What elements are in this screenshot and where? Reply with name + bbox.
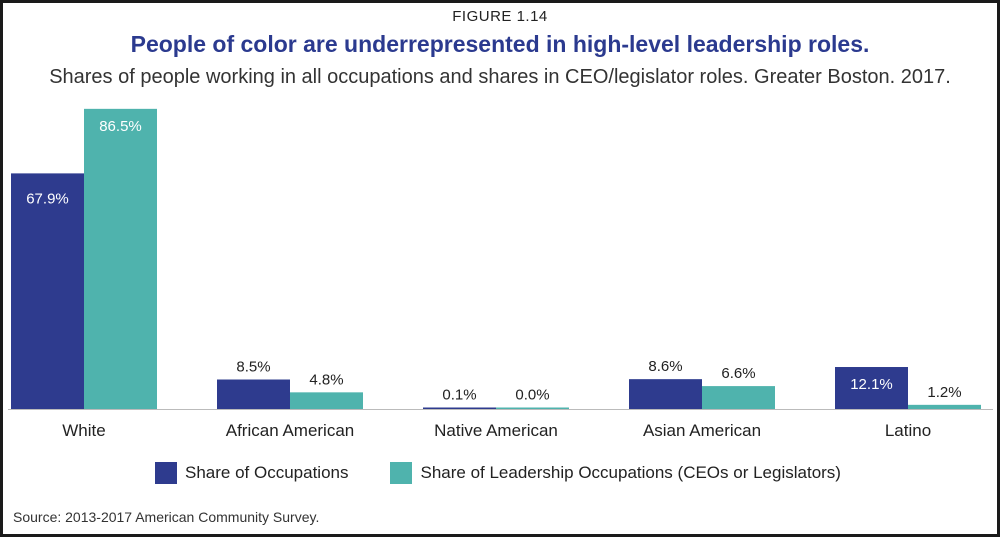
data-label-asian-american-series-1: 6.6% <box>721 365 755 382</box>
chart-subtitle: Shares of people working in all occupati… <box>49 66 951 88</box>
bar-latino-series-0 <box>835 367 908 409</box>
data-label-latino-series-0: 12.1% <box>850 376 893 393</box>
category-label-african-american: African American <box>226 421 355 440</box>
data-label-white-series-1: 86.5% <box>99 118 142 135</box>
category-label-latino: Latino <box>885 421 931 440</box>
bar-asian-american-series-1 <box>702 386 775 409</box>
category-label-white: White <box>62 421 105 440</box>
bar-white-series-0 <box>11 173 84 409</box>
data-label-native-american-series-0: 0.1% <box>442 387 476 404</box>
legend: Share of Occupations Share of Leadership… <box>155 461 883 485</box>
legend-item-leadership: Share of Leadership Occupations (CEOs or… <box>390 462 841 484</box>
legend-swatch-occupations <box>155 462 177 484</box>
bar-native-american-series-1 <box>496 407 569 409</box>
data-label-native-american-series-1: 0.0% <box>515 387 549 404</box>
data-label-white-series-0: 67.9% <box>26 190 69 207</box>
bar-native-american-series-0 <box>423 407 496 409</box>
bar-african-american-series-1 <box>290 392 363 409</box>
chart-title: People of color are underrepresented in … <box>130 31 870 57</box>
legend-item-occupations: Share of Occupations <box>155 462 348 484</box>
figure-label: FIGURE 1.14 <box>452 8 548 25</box>
category-label-asian-american: Asian American <box>643 421 761 440</box>
data-label-latino-series-1: 1.2% <box>927 384 961 401</box>
bar-latino-series-1 <box>908 404 981 409</box>
category-label-native-american: Native American <box>434 421 558 440</box>
bar-white-series-1 <box>84 108 157 409</box>
source-note: Source: 2013-2017 American Community Sur… <box>13 509 320 525</box>
bar-chart: 67.9% 86.5% White 8.5% 4.8% African American 0… <box>8 108 993 440</box>
data-label-african-american-series-0: 8.5% <box>236 359 270 376</box>
data-label-african-american-series-1: 4.8% <box>309 371 343 388</box>
legend-label-occupations: Share of Occupations <box>185 463 349 482</box>
data-label-asian-american-series-0: 8.6% <box>648 358 682 375</box>
legend-label-leadership: Share of Leadership Occupations (CEOs or… <box>420 463 841 482</box>
bar-asian-american-series-0 <box>629 379 702 409</box>
bar-african-american-series-0 <box>217 379 290 409</box>
legend-swatch-leadership <box>390 462 413 484</box>
